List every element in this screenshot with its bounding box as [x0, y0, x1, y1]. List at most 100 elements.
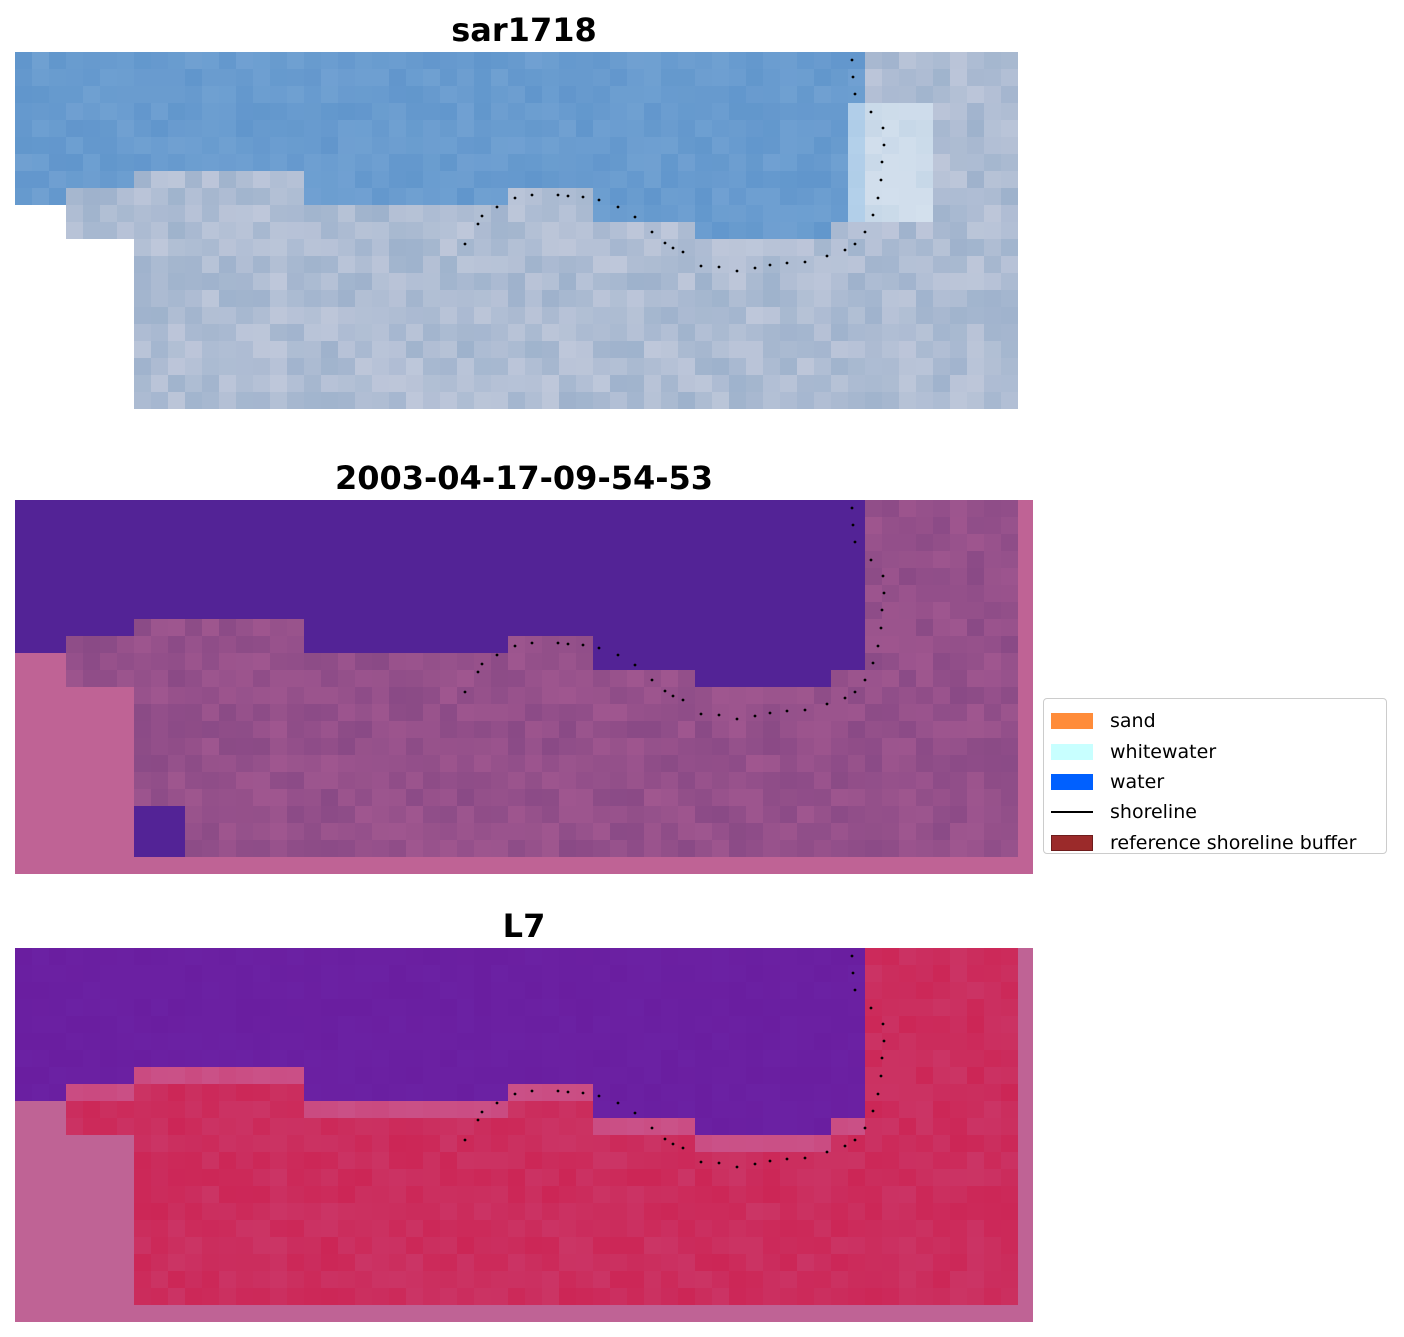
shoreline-point: [850, 58, 854, 62]
shoreline-point: [581, 1091, 585, 1095]
shoreline-point: [616, 1101, 620, 1105]
shoreline-point: [843, 696, 847, 700]
shoreline-point: [851, 75, 855, 79]
shoreline-point: [803, 1156, 807, 1160]
shoreline-point: [556, 641, 560, 645]
shoreline-point: [480, 214, 484, 218]
shoreline-point: [851, 523, 855, 527]
shoreline-point: [853, 92, 857, 96]
shoreline-point: [513, 644, 517, 648]
shoreline-point: [880, 1056, 884, 1060]
shoreline-point: [853, 1138, 857, 1142]
shoreline-point: [768, 711, 772, 715]
shoreline-point: [671, 246, 675, 250]
shoreline-point: [597, 1094, 601, 1098]
panel-title-classified: 2003-04-17-09-54-53: [334, 459, 714, 497]
shoreline-point: [881, 574, 885, 578]
shoreline-point: [663, 689, 667, 693]
shoreline-point: [463, 242, 467, 246]
shoreline-point: [633, 1111, 637, 1115]
classified-image: [15, 500, 1033, 874]
shoreline-point: [863, 678, 867, 682]
shoreline-point: [480, 662, 484, 666]
legend-item-water: water: [1051, 767, 1379, 797]
shoreline-point: [681, 1146, 685, 1150]
shoreline-point: [843, 248, 847, 252]
shoreline-point: [566, 1090, 570, 1094]
shoreline-point: [879, 1074, 883, 1078]
shoreline-point: [530, 641, 534, 645]
legend-item-whitewater: whitewater: [1051, 736, 1379, 766]
shoreline-point: [495, 653, 499, 657]
shoreline-point: [717, 265, 721, 269]
shoreline-point: [863, 1126, 867, 1130]
shoreline-point: [753, 714, 757, 718]
shoreline-point: [880, 608, 884, 612]
shoreline-point: [556, 1089, 560, 1093]
legend-item-reference-buffer: reference shoreline buffer: [1051, 828, 1379, 858]
shoreline-point: [850, 954, 854, 958]
rgb-image-panel: [15, 52, 1033, 410]
shoreline-point: [871, 213, 875, 217]
shoreline-point: [699, 712, 703, 716]
shoreline-point: [476, 1118, 480, 1122]
shoreline-point: [463, 1138, 467, 1142]
shoreline-point: [735, 269, 739, 273]
shoreline-point: [681, 250, 685, 254]
shoreline-point: [581, 643, 585, 647]
shoreline-point: [876, 644, 880, 648]
shoreline-point: [597, 198, 601, 202]
panel-title-index: L7: [502, 907, 546, 945]
shoreline-point: [463, 690, 467, 694]
shoreline-point: [850, 506, 854, 510]
shoreline-point: [476, 222, 480, 226]
index-image: [15, 948, 1033, 1322]
shoreline-point: [881, 126, 885, 130]
legend-label: whitewater: [1110, 740, 1217, 763]
shoreline-point: [853, 988, 857, 992]
shoreline-point: [681, 698, 685, 702]
shoreline-point: [633, 215, 637, 219]
panel-title-rgb: sar1718: [451, 11, 597, 49]
shoreline-point: [871, 1109, 875, 1113]
shoreline-point: [650, 1126, 654, 1130]
shoreline-point: [633, 663, 637, 667]
sand-swatch: [1051, 713, 1093, 730]
legend-label: reference shoreline buffer: [1110, 831, 1357, 854]
shoreline-point: [753, 1162, 757, 1166]
shoreline-point: [650, 230, 654, 234]
shoreline-point: [717, 713, 721, 717]
shoreline-point: [476, 670, 480, 674]
shoreline-point: [699, 264, 703, 268]
shoreline-point: [879, 178, 883, 182]
shoreline-point: [530, 1089, 534, 1093]
shoreline-point: [735, 717, 739, 721]
shoreline-point: [717, 1161, 721, 1165]
shoreline-point: [616, 653, 620, 657]
shoreline-point: [671, 694, 675, 698]
water-swatch: [1051, 773, 1093, 790]
shoreline-point: [785, 261, 789, 265]
legend-item-sand: sand: [1051, 706, 1379, 736]
shoreline-point: [881, 1022, 885, 1026]
legend-item-shoreline: shoreline: [1051, 797, 1379, 827]
classified-image-panel: [15, 500, 1033, 874]
shoreline-point: [825, 254, 829, 258]
shoreline-point: [803, 708, 807, 712]
shoreline-point: [785, 709, 789, 713]
shoreline-point: [699, 1160, 703, 1164]
shoreline-point: [663, 241, 667, 245]
index-image-panel: [15, 948, 1033, 1322]
shoreline-point: [825, 1150, 829, 1154]
shoreline-point: [556, 193, 560, 197]
shoreline-point: [480, 1110, 484, 1114]
shoreline-point: [768, 263, 772, 267]
shoreline-point: [869, 110, 873, 114]
legend-label: water: [1110, 770, 1165, 793]
shoreline-point: [513, 1092, 517, 1096]
shoreline-point: [882, 1039, 886, 1043]
shoreline-point: [869, 1006, 873, 1010]
shoreline-point: [597, 646, 601, 650]
shoreline-point: [863, 230, 867, 234]
legend: sand whitewater water shoreline referenc…: [1043, 698, 1387, 854]
